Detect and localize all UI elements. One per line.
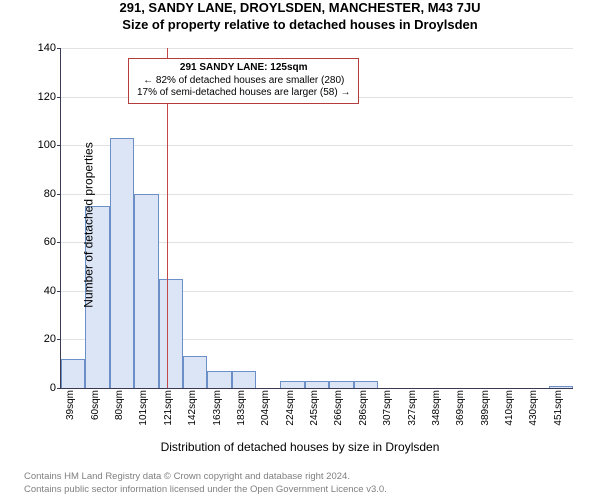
y-tick-label: 60 bbox=[30, 236, 56, 248]
gridline bbox=[61, 145, 573, 146]
histogram-bar bbox=[134, 194, 158, 388]
infobox-line-3: 17% of semi-detached houses are larger (… bbox=[137, 87, 350, 100]
x-axis-label: Distribution of detached houses by size … bbox=[0, 440, 600, 454]
x-tick-label: 39sqm bbox=[65, 390, 76, 434]
y-tick-label: 20 bbox=[30, 333, 56, 345]
y-tick-mark bbox=[57, 145, 60, 146]
histogram-bar bbox=[549, 386, 573, 388]
x-tick-label: 245sqm bbox=[309, 390, 320, 434]
histogram-bar bbox=[329, 381, 353, 388]
histogram-bar bbox=[61, 359, 85, 388]
y-tick-mark bbox=[57, 242, 60, 243]
x-tick-label: 286sqm bbox=[358, 390, 369, 434]
histogram-bar bbox=[280, 381, 304, 388]
histogram-bar bbox=[159, 279, 183, 388]
histogram-bar bbox=[110, 138, 134, 388]
y-tick-label: 100 bbox=[30, 139, 56, 151]
x-tick-label: 389sqm bbox=[480, 390, 491, 434]
footer: Contains HM Land Registry data © Crown c… bbox=[24, 471, 590, 496]
y-tick-mark bbox=[57, 48, 60, 49]
x-tick-label: 101sqm bbox=[138, 390, 149, 434]
y-tick-label: 120 bbox=[30, 91, 56, 103]
x-tick-label: 80sqm bbox=[114, 390, 125, 434]
infobox-line-2: ← 82% of detached houses are smaller (28… bbox=[137, 75, 350, 88]
histogram-bar bbox=[183, 356, 207, 388]
x-tick-label: 451sqm bbox=[553, 390, 564, 434]
y-tick-mark bbox=[57, 388, 60, 389]
footer-line-1: Contains HM Land Registry data © Crown c… bbox=[24, 471, 590, 483]
x-tick-label: 204sqm bbox=[260, 390, 271, 434]
reference-info-box: 291 SANDY LANE: 125sqm ← 82% of detached… bbox=[128, 58, 359, 104]
gridline bbox=[61, 48, 573, 49]
page-title: 291, SANDY LANE, DROYLSDEN, MANCHESTER, … bbox=[0, 0, 600, 17]
x-tick-label: 266sqm bbox=[333, 390, 344, 434]
y-tick-mark bbox=[57, 339, 60, 340]
histogram-bar bbox=[207, 371, 231, 388]
y-tick-label: 40 bbox=[30, 285, 56, 297]
y-tick-mark bbox=[57, 97, 60, 98]
page-subtitle: Size of property relative to detached ho… bbox=[0, 17, 600, 34]
footer-line-2: Contains public sector information licen… bbox=[24, 484, 590, 496]
x-tick-label: 348sqm bbox=[431, 390, 442, 434]
y-tick-label: 0 bbox=[30, 382, 56, 394]
histogram-bar bbox=[354, 381, 378, 388]
x-tick-label: 142sqm bbox=[187, 390, 198, 434]
x-tick-label: 163sqm bbox=[212, 390, 223, 434]
x-tick-label: 430sqm bbox=[528, 390, 539, 434]
x-tick-label: 121sqm bbox=[163, 390, 174, 434]
y-tick-mark bbox=[57, 194, 60, 195]
y-tick-label: 80 bbox=[30, 188, 56, 200]
x-tick-label: 327sqm bbox=[407, 390, 418, 434]
x-tick-label: 410sqm bbox=[504, 390, 515, 434]
y-tick-label: 140 bbox=[30, 42, 56, 54]
histogram-bar bbox=[305, 381, 329, 388]
x-tick-label: 307sqm bbox=[382, 390, 393, 434]
infobox-line-1: 291 SANDY LANE: 125sqm bbox=[137, 62, 350, 75]
histogram-bar bbox=[232, 371, 256, 388]
y-axis-label: Number of detached properties bbox=[82, 142, 96, 307]
x-tick-label: 224sqm bbox=[285, 390, 296, 434]
x-tick-label: 183sqm bbox=[236, 390, 247, 434]
y-tick-mark bbox=[57, 291, 60, 292]
x-tick-label: 369sqm bbox=[455, 390, 466, 434]
x-tick-label: 60sqm bbox=[90, 390, 101, 434]
